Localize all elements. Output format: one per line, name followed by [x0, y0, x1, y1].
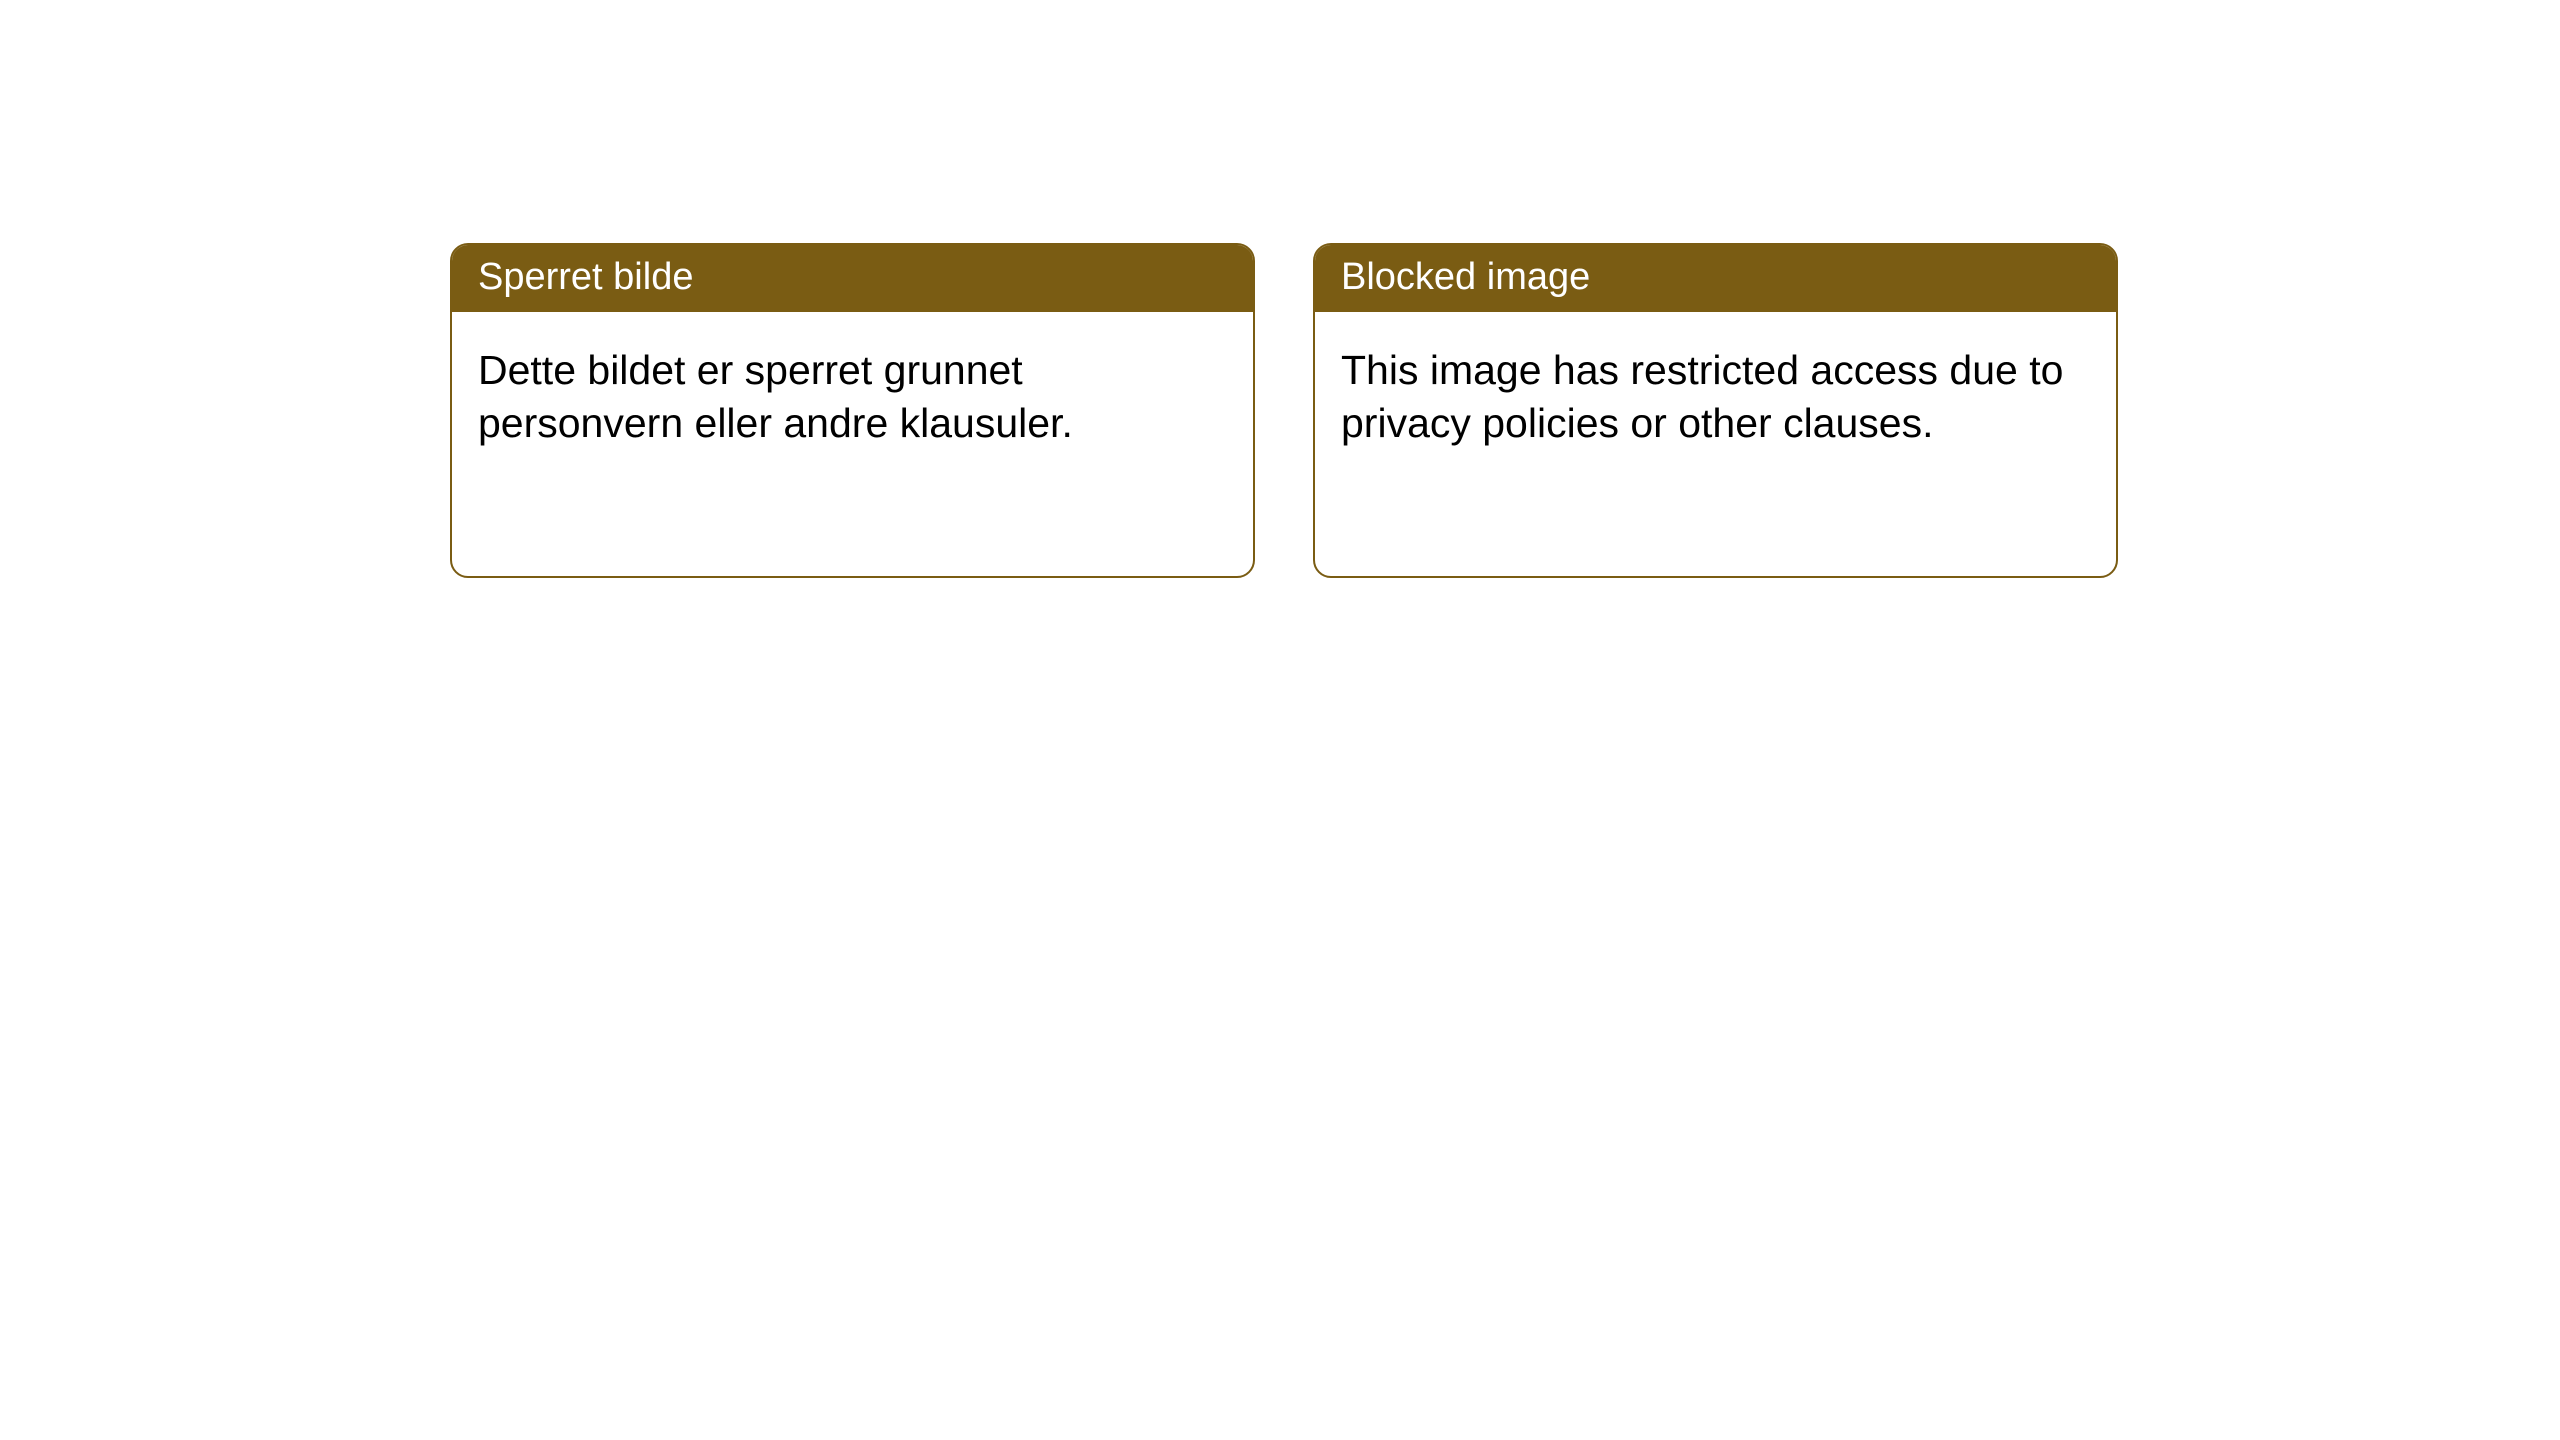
notice-card-body: This image has restricted access due to … [1315, 312, 2116, 481]
notice-card-norwegian: Sperret bilde Dette bildet er sperret gr… [450, 243, 1255, 578]
notice-card-header: Sperret bilde [452, 245, 1253, 312]
notice-card-body: Dette bildet er sperret grunnet personve… [452, 312, 1253, 481]
notice-card-header: Blocked image [1315, 245, 2116, 312]
notice-card-english: Blocked image This image has restricted … [1313, 243, 2118, 578]
notice-cards-row: Sperret bilde Dette bildet er sperret gr… [450, 243, 2118, 578]
